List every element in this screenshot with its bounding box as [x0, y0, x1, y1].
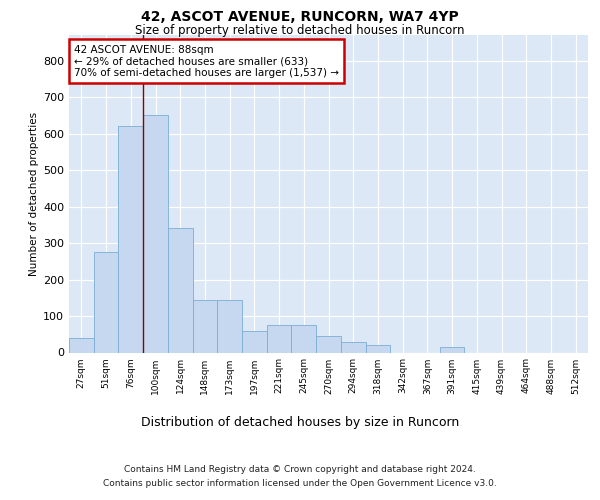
- Bar: [316, 336, 341, 352]
- Bar: [217, 300, 242, 352]
- Bar: [267, 325, 292, 352]
- Bar: [69, 338, 94, 352]
- Bar: [193, 300, 217, 352]
- Bar: [341, 342, 365, 352]
- Bar: [292, 325, 316, 352]
- Text: Size of property relative to detached houses in Runcorn: Size of property relative to detached ho…: [135, 24, 465, 37]
- Bar: [118, 126, 143, 352]
- Text: Contains public sector information licensed under the Open Government Licence v3: Contains public sector information licen…: [103, 479, 497, 488]
- Text: Distribution of detached houses by size in Runcorn: Distribution of detached houses by size …: [141, 416, 459, 429]
- Text: 42, ASCOT AVENUE, RUNCORN, WA7 4YP: 42, ASCOT AVENUE, RUNCORN, WA7 4YP: [141, 10, 459, 24]
- Text: Contains HM Land Registry data © Crown copyright and database right 2024.: Contains HM Land Registry data © Crown c…: [124, 464, 476, 473]
- Bar: [440, 347, 464, 352]
- Bar: [365, 345, 390, 352]
- Text: 42 ASCOT AVENUE: 88sqm
← 29% of detached houses are smaller (633)
70% of semi-de: 42 ASCOT AVENUE: 88sqm ← 29% of detached…: [74, 44, 339, 78]
- Y-axis label: Number of detached properties: Number of detached properties: [29, 112, 39, 276]
- Bar: [143, 116, 168, 352]
- Bar: [242, 330, 267, 352]
- Bar: [94, 252, 118, 352]
- Bar: [168, 228, 193, 352]
